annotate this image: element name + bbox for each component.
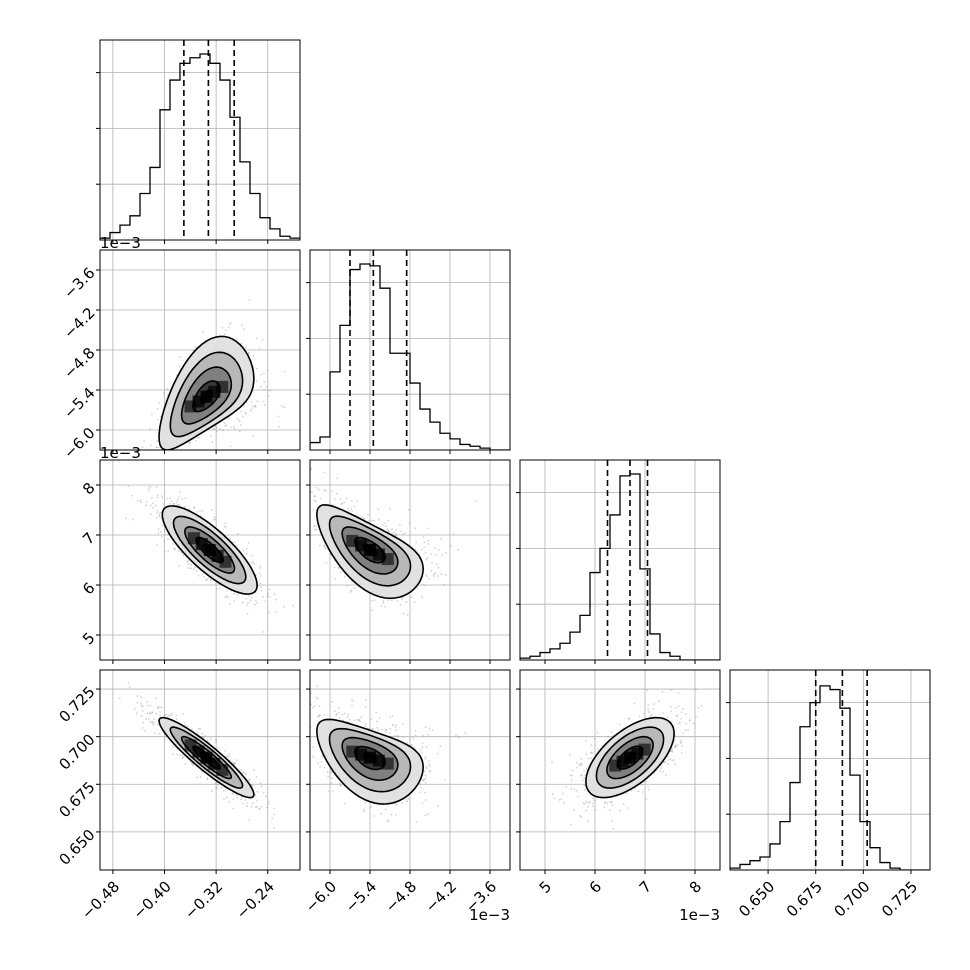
contour-line (169, 726, 244, 789)
y-tick-label: −6.0 (60, 424, 98, 462)
pair-panel-p1-p3: −6.0 −5.4 −4.8 −4.2 −3.6 (302, 669, 511, 916)
x-tick-label: 0.650 (735, 878, 778, 921)
y-tick-label: 8 (79, 479, 98, 498)
x-tick-label: 6 (586, 878, 605, 897)
contour-line (195, 536, 224, 564)
contour-line (616, 745, 644, 770)
y-tick-label: 0.725 (55, 683, 98, 726)
y-tick-label: 0.650 (55, 826, 98, 869)
density-core (187, 532, 232, 568)
y-tick-label: −4.2 (60, 304, 98, 342)
hist-panel-p1 (306, 249, 511, 454)
x-tick-label: 0.675 (783, 878, 826, 921)
x-tick-label: 0.725 (878, 878, 921, 921)
hist-panel-p0 (96, 39, 301, 244)
y-tick-label: −3.6 (60, 264, 98, 302)
contour-line (353, 745, 387, 771)
contour-line (183, 526, 236, 574)
contour-line (158, 716, 255, 799)
contour-line (172, 515, 247, 585)
x-offset-label: 1e−3 (469, 906, 510, 924)
x-tick-label: −4.2 (422, 878, 460, 916)
y-tick-label: 7 (79, 529, 98, 548)
pair-panel-p2-p3: 5 6 7 8 (516, 669, 721, 897)
hist-panel-p3: 0.650 0.675 0.700 0.725 (726, 669, 931, 921)
contour-line (328, 515, 412, 587)
x-tick-label: −6.0 (302, 878, 340, 916)
contour-line (353, 536, 387, 564)
contour-line (328, 727, 412, 793)
y-tick-label: 0.675 (55, 778, 98, 821)
y-tick-label: 5 (79, 629, 98, 648)
x-tick-label: 7 (636, 878, 655, 897)
y-offset-label: 1e−3 (100, 234, 141, 252)
contour-line (192, 380, 221, 413)
pair-panel-p0-p1: −6.0−5.4−4.8−4.2−3.6 (60, 249, 301, 462)
contour-line (161, 505, 258, 595)
axes-frame (99, 669, 301, 871)
contour-line (585, 716, 675, 799)
x-tick-label: −0.48 (78, 878, 123, 923)
axes-frame (99, 459, 301, 661)
histogram-line (730, 685, 930, 870)
histogram-line (100, 53, 300, 240)
contour-line (341, 526, 399, 575)
y-tick-label: −5.4 (60, 384, 98, 422)
axes-frame (99, 39, 301, 241)
contour-line (606, 735, 654, 780)
x-tick-label: −0.40 (130, 878, 175, 923)
y-tick-label: 0.700 (55, 730, 98, 773)
x-tick-label: −5.4 (342, 878, 380, 916)
x-tick-label: −0.24 (233, 878, 278, 923)
contour-line (180, 366, 233, 425)
contour-line (180, 735, 233, 780)
histogram-line (520, 473, 720, 660)
contour-line (595, 726, 665, 789)
contour-line (158, 335, 255, 450)
hist-panel-p2 (516, 459, 721, 664)
x-tick-label: 0.700 (830, 878, 873, 921)
axes-frame (519, 459, 721, 661)
y-offset-label: 1e−3 (100, 444, 141, 462)
y-tick-label: −4.8 (60, 344, 98, 382)
histogram-line (310, 263, 510, 450)
pair-panel-p1-p2 (306, 459, 511, 664)
pair-panel-p0-p2: 5 6 7 8 (79, 459, 301, 664)
x-tick-label: −0.32 (181, 878, 226, 923)
contour-line (192, 745, 221, 770)
contour-line (315, 718, 425, 805)
contour-line (315, 504, 425, 600)
x-tick-label: −4.8 (382, 878, 420, 916)
axes-frame (519, 669, 721, 871)
contour-line (169, 351, 244, 438)
axes-frame (729, 669, 931, 871)
x-offset-label: 1e−3 (679, 906, 720, 924)
contour-line (341, 736, 399, 782)
x-tick-label: 8 (686, 878, 705, 897)
x-tick-label: 5 (536, 878, 555, 897)
y-tick-label: 6 (79, 579, 98, 598)
